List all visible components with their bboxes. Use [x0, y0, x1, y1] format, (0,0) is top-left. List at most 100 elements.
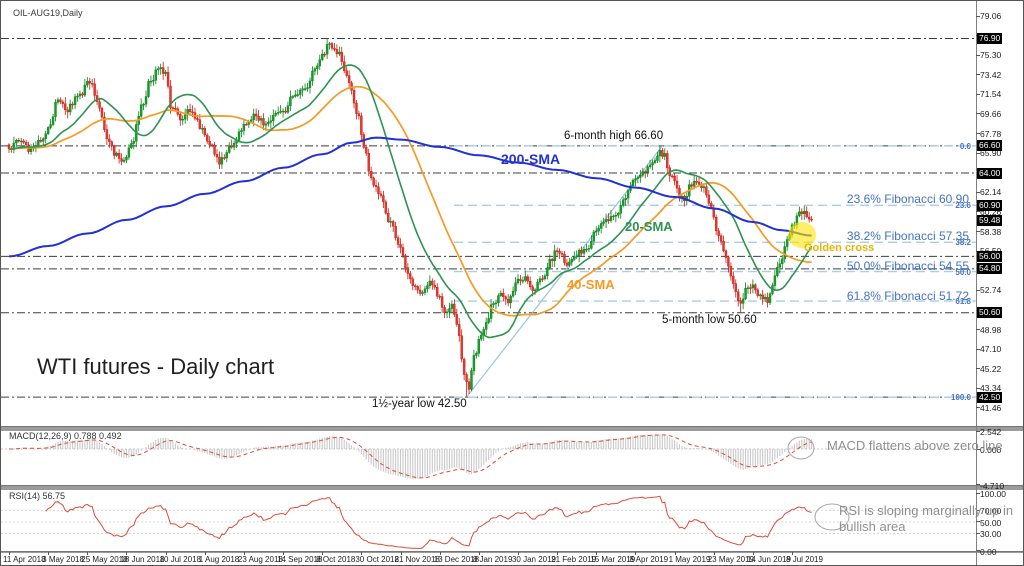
date-label: 3 May 2018 — [42, 555, 84, 564]
date-label: 18 Jun 2018 — [120, 555, 165, 564]
macd-tick — [976, 430, 980, 432]
price-tick-label: 62.14 — [980, 187, 1002, 198]
sma200-label: 200-SMA — [501, 151, 561, 167]
date-label: 21 Nov 2018 — [394, 555, 440, 564]
price-tick — [976, 113, 980, 115]
price-tick — [976, 387, 980, 389]
price-box-label: 59.48 — [977, 214, 1003, 226]
macd-axis-label: -4.710 — [980, 480, 1005, 491]
date-label: 8 Jul 2019 — [786, 555, 823, 564]
date-label: 14 Jun 2019 — [746, 555, 791, 564]
date-tick — [243, 552, 245, 555]
price-tick — [976, 348, 980, 350]
price-tick-label: 79.06 — [980, 11, 1002, 21]
macd-axis-label: 2.542 — [980, 427, 1002, 437]
macd-tick — [976, 448, 980, 450]
date-label: 11 Apr 2018 — [3, 555, 46, 564]
fib-618-text: 61.8% Fibonacci 51.72 — [846, 289, 969, 303]
rsi-tick — [976, 550, 980, 552]
rsi-tick — [976, 509, 980, 511]
rsi-tick — [976, 532, 980, 534]
annotation-5-month-low: 5-month low 50.60 — [662, 314, 757, 326]
fib-axis-label: 100.0 — [950, 393, 971, 403]
price-tick — [976, 15, 980, 17]
price-tick — [976, 152, 980, 154]
price-tick — [976, 329, 980, 331]
price-tick-label: 52.74 — [980, 285, 1002, 296]
fib-axis-label: 61.8 — [955, 297, 971, 307]
date-tick — [792, 552, 794, 555]
price-tick — [976, 191, 980, 193]
price-tick — [976, 93, 980, 95]
annotation-18-month-low: 1½-year low 42.50 — [372, 398, 467, 410]
price-box-label: 56.00 — [977, 250, 1003, 262]
date-tick — [283, 552, 285, 555]
rsi-axis-label: 70.00 — [980, 506, 1002, 517]
rsi-panel — [1, 495, 976, 550]
date-tick — [674, 552, 676, 555]
sma-lines — [8, 64, 813, 339]
price-tick — [976, 407, 980, 409]
price-box-label: 42.50 — [977, 391, 1003, 403]
date-tick — [596, 552, 598, 555]
instrument-label: OIL-AUG19,Daily — [13, 8, 83, 18]
date-tick — [478, 552, 480, 555]
date-label: 21 Feb 2019 — [551, 555, 597, 564]
date-label: 8 Apr 2019 — [629, 555, 669, 564]
price-tick-label: 73.42 — [980, 69, 1002, 80]
rsi-note-ellipse — [814, 503, 850, 531]
price-tick — [976, 133, 980, 135]
price-tick — [976, 54, 980, 56]
price-tick-label: 69.66 — [980, 108, 1002, 119]
price-tick-label: 47.10 — [980, 344, 1002, 355]
price-box-label: 76.90 — [977, 33, 1003, 45]
date-label: 1 Aug 2018 — [198, 555, 240, 564]
fib-axis-label: 0.0 — [959, 141, 971, 151]
price-box-label: 50.60 — [977, 307, 1003, 319]
date-label: 1 May 2019 — [668, 555, 711, 564]
price-tick — [976, 289, 980, 291]
macd-signal-line — [9, 434, 812, 479]
price-tick-label: 58.38 — [980, 226, 1002, 237]
rsi-tick — [976, 521, 980, 523]
date-tick — [204, 552, 206, 555]
price-tick-label: 71.54 — [980, 89, 1002, 100]
price-axis-divider[interactable] — [976, 1, 977, 565]
date-label: 30 Oct 2018 — [355, 555, 399, 564]
golden-cross-label: Golden cross — [804, 242, 875, 254]
date-label: 23 Aug 2018 — [237, 555, 283, 564]
rsi-note: RSI is sloping marginally up in bullish … — [839, 503, 1014, 535]
price-tick-label: 75.30 — [980, 50, 1002, 61]
fib-axis-label: 23.6 — [955, 201, 971, 211]
rsi-axis-label: 0.00 — [980, 546, 997, 557]
price-tick — [976, 368, 980, 370]
macd-panel-separator[interactable] — [1, 426, 1023, 431]
price-tick-label: 45.22 — [980, 363, 1002, 374]
date-tick — [635, 552, 637, 555]
date-tick — [165, 552, 167, 555]
date-label: 8 Oct 2018 — [316, 555, 356, 564]
date-tick — [439, 552, 441, 555]
price-box-label: 66.60 — [977, 140, 1003, 152]
date-tick — [48, 552, 50, 555]
rsi-panel-separator[interactable] — [1, 485, 1023, 490]
price-box-label: 60.90 — [977, 199, 1003, 211]
rsi-axis-label: 30.00 — [980, 529, 1002, 540]
price-tick-label: 65.90 — [980, 148, 1002, 159]
date-tick — [752, 552, 754, 555]
candles — [7, 38, 813, 398]
golden-cross-highlight — [788, 222, 816, 248]
price-tick — [976, 211, 980, 213]
fib-axis-label: 38.2 — [955, 238, 971, 248]
date-label: 13 Dec 2018 — [433, 555, 480, 564]
price-tick-label: 67.78 — [980, 128, 1002, 139]
macd-note: MACD flattens above zero line — [827, 438, 1003, 453]
date-tick — [87, 552, 89, 555]
macd-note-ellipse — [787, 436, 815, 460]
date-tick — [361, 552, 363, 555]
date-label: 30 Jan 2019 — [511, 555, 557, 564]
date-tick — [9, 552, 10, 555]
date-tick — [713, 552, 715, 555]
